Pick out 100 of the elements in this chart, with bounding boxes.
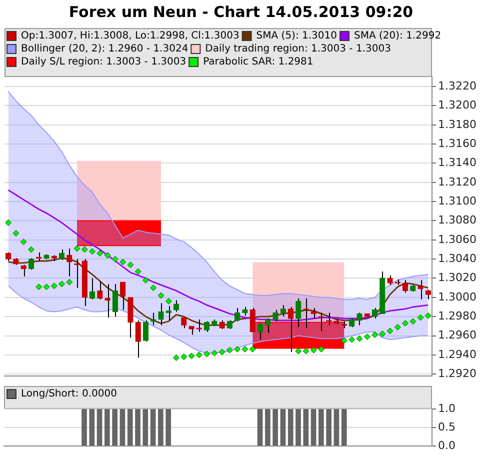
candlestick [120,282,126,310]
y-tick-label: 1.3220 [438,79,476,92]
legend-label: Parabolic SAR: 1.2981 [203,56,314,68]
legend-label: SMA (5): 1.3010 [256,30,338,42]
point [394,324,401,330]
point [142,276,149,284]
point [340,337,348,344]
y-tick-label: 1.3120 [438,175,476,188]
candlestick [288,306,294,353]
y-tick-label: 1.3180 [438,118,476,131]
point [417,314,424,321]
candlestick [181,317,187,329]
candlestick [135,320,141,358]
point [89,248,96,255]
point [295,348,302,354]
candlestick [265,318,271,334]
candlestick [372,307,378,319]
y-tick-label: 1.3060 [438,232,476,246]
candlestick [296,298,302,328]
point [58,280,66,288]
y-tick-label: 1.2940 [438,348,476,361]
candlestick [272,309,278,322]
candlestick [280,304,286,318]
point [43,284,50,290]
point [226,346,233,354]
candlestick [97,280,103,300]
point [12,230,20,236]
legend-label: Op:1.3007, Hi:1.3008, Lo:1.2998, Cl:1.3003 [21,30,240,42]
point [310,346,317,354]
y-tick-label: 1.3000 [438,290,476,304]
y-tick-label: 0.0 [438,438,456,452]
point [36,284,42,290]
point [356,335,363,342]
point [242,346,248,352]
candlestick [58,249,65,261]
candlestick [28,258,34,270]
point [364,333,370,340]
point [180,354,188,360]
point [379,330,386,338]
legend-label: Bollinger (20, 2): 1.2960 - 1.3024 [21,44,188,55]
y-tick-label: 1.3140 [438,156,476,170]
point [134,268,142,275]
point [188,352,195,360]
y-tick-label: 0.5 [438,420,456,434]
point [28,246,34,253]
candlestick [387,274,393,286]
legend-label: Long/Short: 0.0000 [21,388,117,400]
point [81,246,88,253]
point [127,262,134,268]
y-tick-label: 1.3200 [438,98,476,112]
point [150,284,157,292]
candlestick [402,280,408,294]
y-tick-label: 1.3100 [438,194,476,208]
y-tick-label: 1.3160 [438,136,476,150]
point [386,328,394,334]
point [173,354,180,362]
candlestick [425,289,432,300]
point [66,278,73,286]
point [20,238,27,246]
candlestick [250,307,256,332]
y-tick-label: 1.3080 [438,214,476,227]
y-tick-label: 1.2920 [438,366,476,380]
point [5,219,12,226]
y-tick-label: 1.2960 [438,328,476,342]
y-tick-label: 1.3040 [438,252,476,265]
y-tick-label: 1.2980 [438,309,476,322]
y-tick-label: 1.3020 [438,271,476,284]
legend-label: Daily trading region: 1.3003 - 1.3003 [205,44,391,55]
point [165,298,172,304]
point [410,318,416,325]
candlestick [318,312,324,332]
point [104,252,111,258]
point [96,250,104,257]
candlestick [196,318,202,332]
point [249,346,256,352]
point [211,350,218,356]
point [120,258,126,266]
point [234,346,241,352]
candlestick [158,302,164,326]
point [112,256,118,262]
point [204,350,210,358]
candlestick [128,296,134,338]
candlestick [20,264,26,277]
point [348,336,356,343]
point [218,348,226,356]
point [74,245,80,252]
point [196,352,202,358]
point [371,332,378,338]
y-tick-label: 1.0 [438,402,456,415]
point [158,292,164,299]
candlestick [142,320,149,342]
chart-title: Forex um Neun - Chart 14.05.2013 09:20 [68,2,414,21]
point [302,348,310,354]
candlestick [257,322,264,340]
candlestick [66,248,72,277]
point [318,346,325,352]
point [424,312,432,319]
point [402,320,409,327]
point [50,282,58,290]
candlestick [418,280,424,300]
